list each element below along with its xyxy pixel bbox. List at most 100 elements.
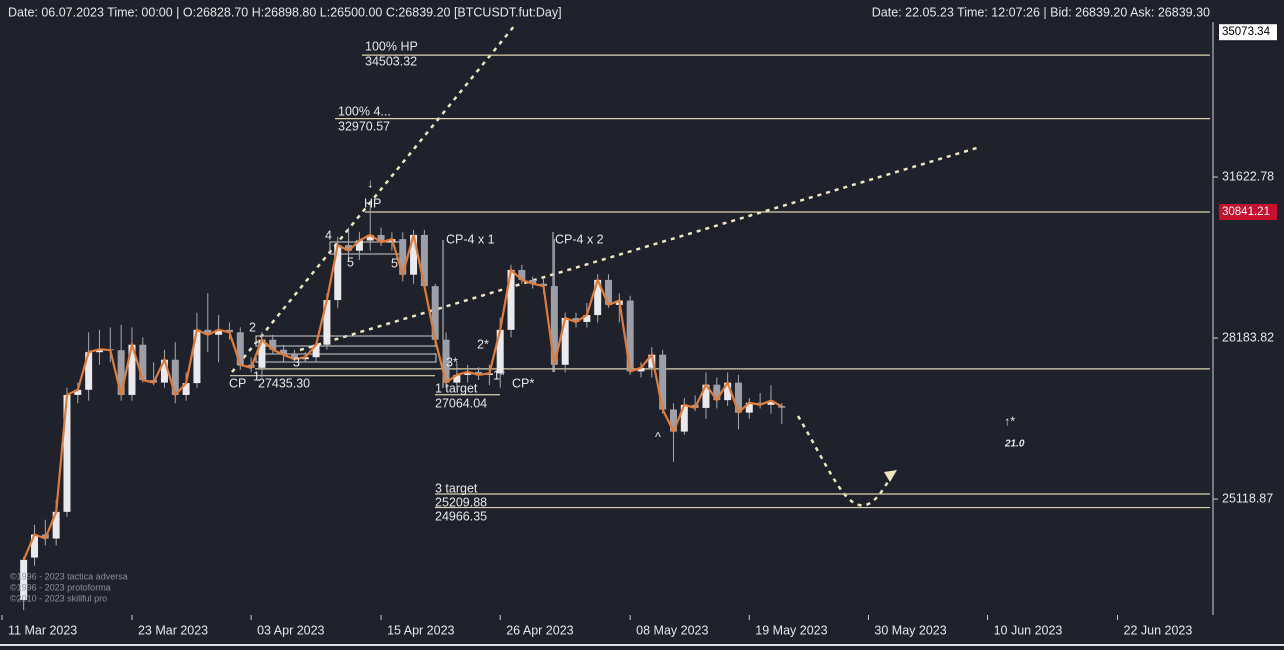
candle-body [30,534,38,558]
candle-body [160,359,168,383]
candle-body [280,349,288,355]
candle-body [745,402,753,413]
annotation: HP [364,196,381,210]
candle-body [680,404,688,432]
copyright: ©2010 - 2023 skillful pro [10,593,107,603]
level-price-label: 30841.21 [1222,206,1270,218]
candle-body [420,234,428,287]
candle-body [215,329,223,335]
candle-body [95,349,103,353]
annotation: 2 [249,320,256,334]
annotation: 21.0 [1004,439,1025,450]
candle-body [702,384,710,408]
candle-body [778,406,786,408]
candle-body [269,339,277,350]
candle-body [377,234,385,243]
candle-body [713,384,721,401]
x-tick-label: 11 Mar 2023 [8,623,77,637]
candle-body [399,239,407,275]
candle-body [594,279,602,316]
candle-body [605,279,612,305]
candle-body [20,559,28,600]
annotation: ↓ [367,176,373,190]
candle-body [583,315,591,322]
candle-body [572,318,580,322]
annotation-drawings [231,24,981,507]
annotation: 5 [391,256,398,270]
candle-body [74,389,82,395]
candle-body [312,344,320,358]
candle-body [734,382,742,413]
annotation: 2* [477,337,489,351]
candle-body [258,339,266,368]
candle-body [410,234,418,275]
annotation: 1* [493,368,505,382]
candle-body [724,382,732,401]
candle-body [128,344,136,395]
y-tick-label: 28183.82 [1222,330,1274,344]
x-tick-label: 26 Apr 2023 [506,623,573,637]
annotation: ^ [655,430,661,444]
candle-body [518,269,526,280]
candle-body [193,329,201,384]
x-tick-label: 15 Apr 2023 [387,623,454,637]
copyright: ©1996 - 2023 protoforma [10,582,111,592]
candle-body [550,286,558,365]
candle-body [529,279,537,284]
candle-body [669,409,677,432]
level-value: 24966.35 [435,509,487,523]
candle-body [52,511,60,539]
candle-body [290,354,298,360]
annotation: CP-4 x 2 [555,232,604,246]
candle-body [453,374,461,383]
level-value: 27435.30 [258,376,310,390]
annotation: 1 [253,369,260,383]
x-tick-label: 30 May 2023 [874,623,946,637]
candle-body [139,344,147,381]
candle-body [334,245,342,301]
x-tick-label: 10 Jun 2023 [994,623,1063,637]
annotation: CP-4 x 1 [446,232,495,246]
annotation: ↑* [1004,414,1015,428]
max-marker-label: 35073.34 [1222,26,1271,38]
candle-body [323,300,331,345]
header-left: Date: 06.07.2023 Time: 00:00 | O:26828.7… [8,5,562,19]
candle-body [767,400,775,405]
projection-arrow [796,415,896,507]
arrow-head [884,470,897,482]
copyright: ©1996 - 2023 tactica adversa [10,571,128,581]
candle-body [182,383,190,395]
level-value: 27064.04 [435,396,487,410]
level-label: 3 target [435,481,478,495]
candle-body [464,371,472,375]
level-price-box [1219,204,1277,221]
candle-body [659,354,667,410]
candle-body [561,318,569,365]
candle-body [496,329,504,374]
annotation: 3* [446,355,458,369]
candle-body [366,234,374,241]
level-value: 34503.32 [365,54,417,68]
candle-body [204,329,212,335]
annotation: 4 [325,228,332,242]
candle-body [626,300,634,372]
candle-body [648,354,656,368]
candle-body [236,332,244,365]
candle-body [63,394,71,512]
annotation: 3 [293,355,300,369]
annotation: 5 [347,255,354,269]
trend-line [231,24,516,373]
candle-body [540,283,548,287]
candle-body [225,329,233,333]
close-line [22,233,783,561]
level-value: 32970.57 [338,119,390,133]
candle-body [171,359,179,395]
level-label: 100% 4... [338,104,391,118]
candle-body [355,240,363,251]
header-right: Date: 22.05.23 Time: 12:07:26 | Bid: 268… [872,5,1210,19]
level-label: 100% HP [365,39,418,53]
level-value: 25209.88 [435,495,487,509]
x-tick-label: 23 Mar 2023 [138,623,208,637]
